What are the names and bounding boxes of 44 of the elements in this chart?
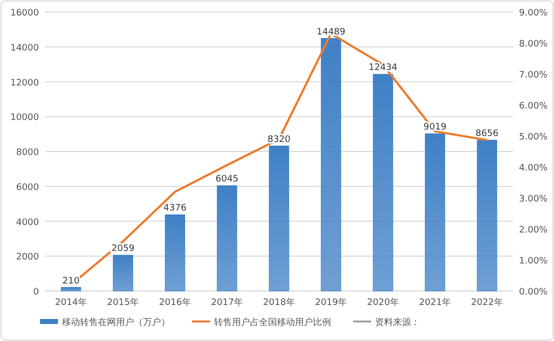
bar: [476, 140, 498, 292]
y2-tick-label: 2.00%: [519, 226, 548, 236]
y2-tick-label: 4.00%: [519, 164, 548, 174]
data-label: 4376: [164, 204, 187, 214]
x-tick-label: 2020年: [367, 297, 399, 308]
bar: [216, 185, 238, 292]
legend-label: 转售用户占全国移动用户比例: [214, 317, 331, 328]
x-tick-label: 2018年: [263, 297, 295, 308]
y-tick-label: 14000: [10, 43, 40, 54]
bar: [372, 74, 394, 292]
bar: [268, 146, 290, 292]
y2-tick-label: 5.00%: [519, 132, 548, 142]
bar: [112, 254, 134, 292]
legend-label: 移动转售在网用户（万户）: [62, 317, 170, 328]
y2-tick-label: 7.00%: [519, 70, 548, 80]
y2-tick-label: 1.00%: [519, 256, 548, 266]
data-label: 14489: [316, 27, 346, 38]
y2-tick-label: 8.00%: [519, 40, 548, 50]
bar: [424, 133, 446, 292]
y-tick-label: 4000: [16, 218, 40, 228]
bar: [60, 287, 82, 292]
x-tick-label: 2022年: [471, 297, 503, 308]
y2-tick-label: 6.00%: [519, 102, 548, 112]
y-tick-label: 10000: [10, 113, 40, 124]
y-tick-label: 6000: [16, 182, 40, 193]
x-tick-label: 2019年: [315, 297, 347, 308]
y2-tick-label: 0.00%: [519, 288, 548, 298]
y2-tick-label: 3.00%: [519, 194, 548, 204]
y2-tick-label: 9.00%: [519, 8, 548, 18]
data-label: 6045: [216, 174, 238, 185]
x-tick-label: 2015年: [107, 297, 139, 308]
x-tick-label: 2021年: [419, 297, 451, 308]
x-tick-label: 2017年: [211, 297, 243, 308]
x-tick-label: 2016年: [159, 297, 191, 308]
y-tick-label: 8000: [16, 148, 40, 158]
data-label: 8656: [476, 129, 499, 140]
y-tick-label: 0: [33, 288, 40, 298]
y-tick-label: 12000: [10, 78, 40, 88]
text: 资料来源：: [375, 317, 420, 328]
x-tick-label: 2014年: [55, 297, 87, 308]
bar: [320, 38, 342, 292]
y-tick-label: 16000: [10, 8, 40, 18]
y-tick-label: 2000: [16, 252, 40, 263]
bar: [164, 214, 186, 292]
